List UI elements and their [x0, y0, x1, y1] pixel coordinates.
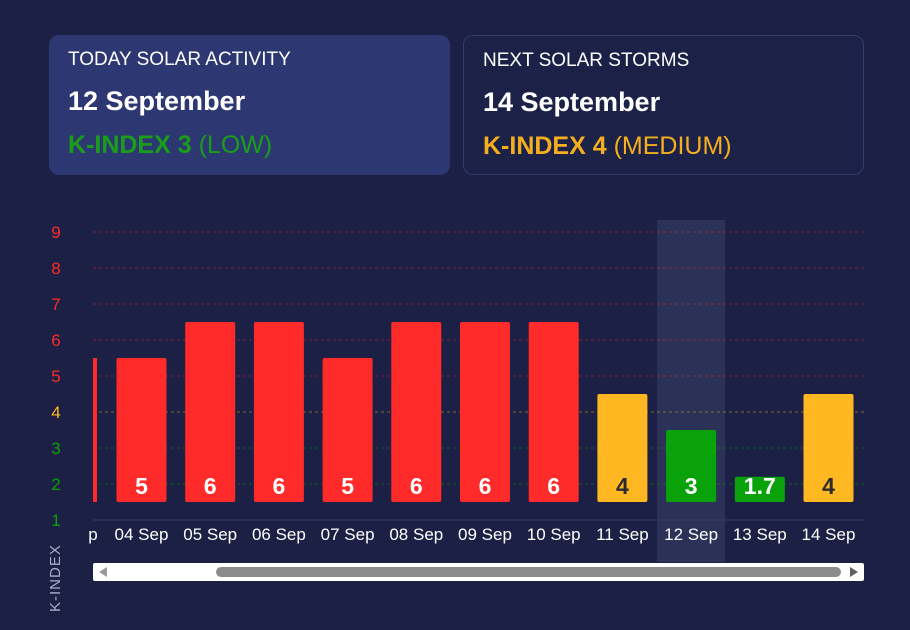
x-tick-label: 05 Sep: [183, 525, 237, 544]
bar-12-sep: [666, 430, 717, 502]
x-tick-label: 10 Sep: [527, 525, 581, 544]
x-tick-label: 06 Sep: [252, 525, 306, 544]
bar-value-label: 6: [410, 473, 423, 499]
bar-value-label: 6: [479, 473, 492, 499]
today-card-label: TODAY SOLAR ACTIVITY: [68, 49, 291, 70]
today-card-date: 12 September: [68, 86, 246, 116]
next-card-label: NEXT SOLAR STORMS: [483, 50, 690, 71]
y-tick-label: 9: [51, 223, 60, 242]
bar-13-sep: [734, 476, 785, 502]
next-card-date: 14 September: [483, 87, 661, 117]
x-tick-label-partial: p: [88, 525, 97, 544]
today-kindex-level: (LOW): [198, 131, 273, 159]
bar-05-sep: [185, 322, 236, 502]
x-tick-label: 09 Sep: [458, 525, 512, 544]
x-tick-label: 14 Sep: [802, 525, 856, 544]
x-tick-label: 11 Sep: [596, 525, 649, 544]
bar-value-label: 6: [273, 473, 286, 499]
y-tick-label: 3: [51, 439, 60, 458]
y-tick-label: 7: [51, 295, 60, 314]
y-tick-label: 2: [51, 475, 60, 494]
bar-04-sep: [116, 358, 167, 502]
bar-06-sep: [253, 322, 304, 502]
scrollbar-thumb[interactable]: [216, 567, 841, 577]
scroll-left-arrow-icon[interactable]: [99, 567, 107, 577]
bar-value-label: 4: [616, 473, 629, 499]
y-tick-label: 6: [51, 331, 60, 350]
x-tick-label: 07 Sep: [321, 525, 375, 544]
next-storms-card: NEXT SOLAR STORMS 14 September K-INDEX 4…: [463, 35, 864, 175]
bar-14-sep: [803, 394, 854, 502]
bar-10-sep: [528, 322, 579, 502]
x-tick-label: 12 Sep: [664, 525, 718, 544]
bar-07-sep: [322, 358, 373, 502]
bar-value-label: 4: [822, 473, 835, 499]
bar-value-label: 5: [341, 473, 354, 499]
y-tick-label: 4: [51, 403, 60, 422]
next-card-kindex: K-INDEX 4 (MEDIUM): [483, 131, 844, 161]
bar-value-label: 5: [135, 473, 148, 499]
bar-value-label: 6: [204, 473, 217, 499]
chart-scrollbar[interactable]: [93, 563, 864, 581]
bar-value-label: 6: [547, 473, 560, 499]
x-tick-label: 08 Sep: [389, 525, 443, 544]
y-axis-title: K-INDEX: [47, 544, 64, 612]
y-tick-label: 5: [51, 367, 60, 386]
x-tick-label: 04 Sep: [115, 525, 169, 544]
x-tick-label: 13 Sep: [733, 525, 787, 544]
bar-11-sep: [597, 394, 648, 502]
next-kindex-level: (MEDIUM): [613, 132, 732, 160]
today-card-kindex: K-INDEX 3 (LOW): [68, 130, 431, 160]
y-tick-label: 1: [51, 511, 60, 530]
scroll-right-arrow-icon[interactable]: [850, 567, 858, 577]
bar-08-sep: [391, 322, 442, 502]
bar-09-sep: [460, 322, 510, 502]
kindex-chart: 1 2 3 4 5 6 7 8 9 p 5 04 Sep 6 05 Sep 6 06 Sep 5 07 Sep 6 0…: [0, 200, 910, 630]
highlight-column: [657, 220, 726, 562]
today-activity-card: TODAY SOLAR ACTIVITY 12 September K-INDE…: [49, 35, 450, 175]
bar-value-label: 3: [685, 473, 698, 499]
today-kindex-value: K-INDEX 3: [68, 131, 192, 159]
kindex-bar-chart: 1 2 3 4 5 6 7 8 9 p 5 04 Sep 6 05 Sep 6 06 Sep 5 07 Sep 6 0…: [51, 220, 864, 562]
bar-value-label: 1.7: [744, 473, 776, 499]
bar-partial: [93, 358, 97, 502]
y-tick-label: 8: [51, 259, 60, 278]
next-kindex-value: K-INDEX 4: [483, 132, 607, 160]
